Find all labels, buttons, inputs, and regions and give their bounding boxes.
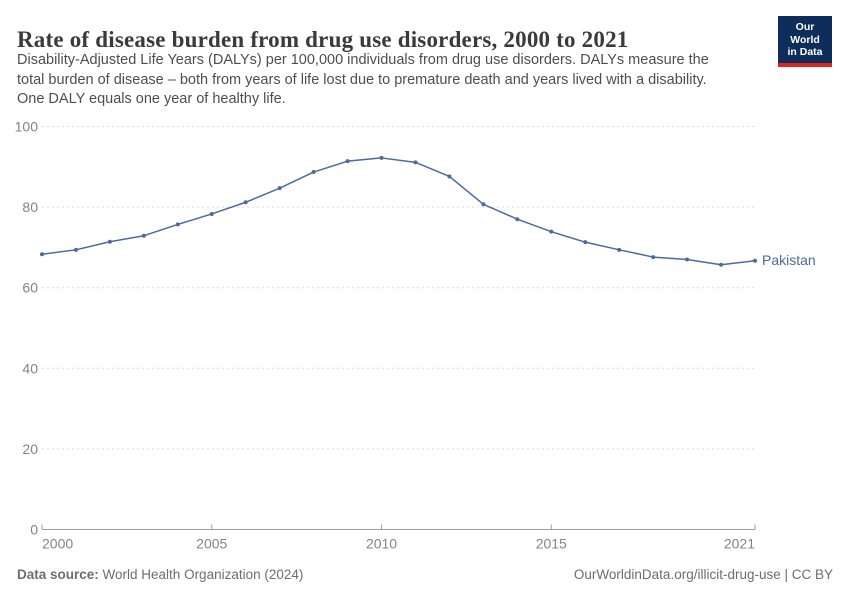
y-axis-tick-label: 80 <box>22 199 38 215</box>
pakistan-trend-line[interactable] <box>41 157 756 266</box>
owid-logo-line1: Our World <box>790 21 820 46</box>
data-source-label: Data source: <box>17 567 99 582</box>
y-axis-tick-label: 60 <box>22 280 38 296</box>
data-point[interactable] <box>107 239 112 244</box>
owid-logo[interactable]: Our World in Data <box>778 16 832 67</box>
y-axis-tick-label: 40 <box>22 360 38 376</box>
data-point[interactable] <box>515 217 520 222</box>
x-axis-tick-label: 2015 <box>536 536 567 552</box>
data-point[interactable] <box>40 252 44 257</box>
subtitle-line: One DALY equals one year of healthy life… <box>17 91 286 107</box>
y-axis-tick-label: 0 <box>30 522 38 538</box>
data-point[interactable] <box>651 255 656 260</box>
owid-logo-line2: in Data <box>787 46 823 58</box>
data-point[interactable] <box>583 240 588 245</box>
data-point[interactable] <box>243 200 248 205</box>
chart-subtitle: Disability-Adjusted Life Years (DALYs) p… <box>17 51 753 110</box>
y-axis-tick-label: 100 <box>15 119 39 135</box>
data-point[interactable] <box>345 159 350 164</box>
data-point[interactable] <box>141 233 146 238</box>
data-point[interactable] <box>73 247 78 252</box>
data-point[interactable] <box>549 229 554 234</box>
y-axis-tick-label: 20 <box>22 441 38 457</box>
data-point[interactable] <box>413 160 418 165</box>
data-point[interactable] <box>379 155 384 160</box>
x-axis-tick-label: 2000 <box>42 536 73 552</box>
data-point[interactable] <box>175 222 180 227</box>
data-source-text: World Health Organization (2024) <box>98 567 304 582</box>
x-axis-tick-label: 2021 <box>724 536 755 552</box>
series-label-pakistan[interactable]: Pakistan <box>762 252 816 268</box>
subtitle-line: Disability-Adjusted Life Years (DALYs) p… <box>17 52 709 68</box>
owid-license-link[interactable]: OurWorldinData.org/illicit-drug-use | CC… <box>573 567 833 582</box>
data-source: Data source: World Health Organization (… <box>17 567 303 582</box>
x-axis-tick-label: 2005 <box>196 536 227 552</box>
data-point[interactable] <box>753 258 757 263</box>
data-point[interactable] <box>277 186 282 191</box>
data-point[interactable] <box>617 247 622 252</box>
chart-footer: Data source: World Health Organization (… <box>0 567 850 587</box>
subtitle-line: total burden of disease – both from year… <box>17 71 707 88</box>
data-point[interactable] <box>685 257 690 262</box>
data-point[interactable] <box>481 202 486 207</box>
data-point[interactable] <box>209 211 214 216</box>
chart-title: Rate of disease burden from drug use dis… <box>17 27 629 53</box>
data-point[interactable] <box>311 170 316 175</box>
data-point[interactable] <box>447 174 452 179</box>
x-axis-tick-label: 2010 <box>366 536 397 552</box>
data-point[interactable] <box>719 262 724 267</box>
